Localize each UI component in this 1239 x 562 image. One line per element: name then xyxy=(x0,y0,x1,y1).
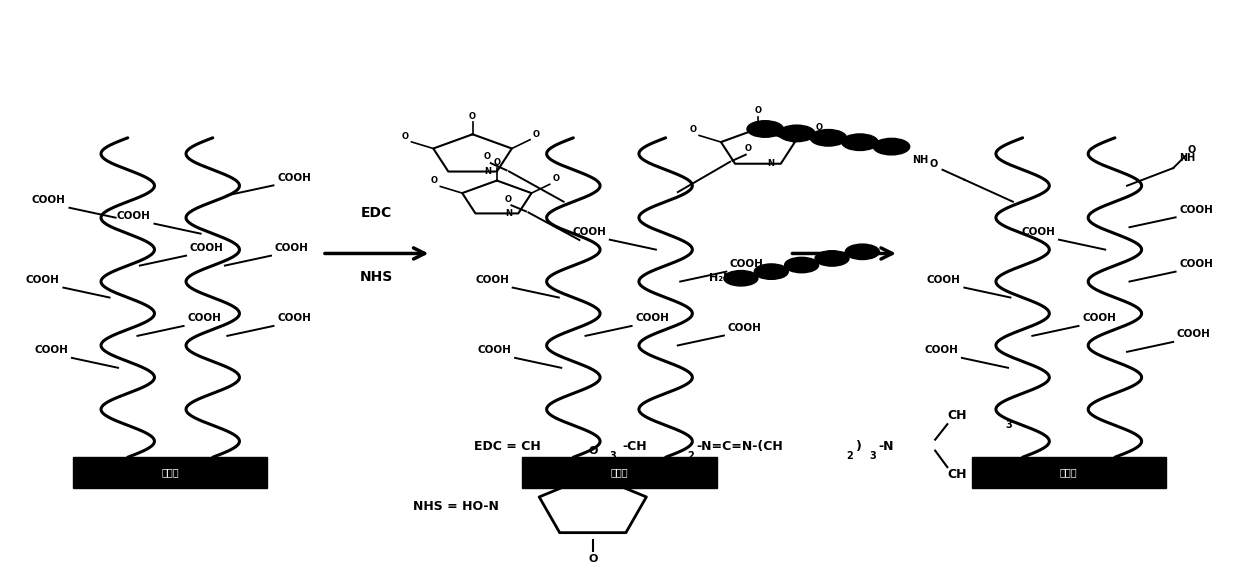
Text: 性硅胶: 性硅胶 xyxy=(1059,468,1078,477)
Text: 性硅胶: 性硅胶 xyxy=(611,468,628,477)
Circle shape xyxy=(810,130,846,146)
Circle shape xyxy=(724,270,758,286)
Bar xyxy=(971,457,1166,487)
Text: O: O xyxy=(401,132,409,141)
Text: -N: -N xyxy=(878,439,893,453)
Text: O: O xyxy=(504,194,512,203)
Text: COOH: COOH xyxy=(275,243,309,253)
Text: O: O xyxy=(755,106,762,115)
Circle shape xyxy=(1228,126,1239,142)
Circle shape xyxy=(784,257,819,273)
Text: O: O xyxy=(929,158,938,169)
Text: 性硅胶: 性硅胶 xyxy=(161,468,180,477)
Text: O: O xyxy=(815,123,823,132)
Text: O: O xyxy=(589,554,597,562)
Text: COOH: COOH xyxy=(477,345,512,355)
Text: COOH: COOH xyxy=(727,323,762,333)
Text: COOH: COOH xyxy=(187,313,221,323)
Text: O: O xyxy=(483,152,491,161)
Text: 3: 3 xyxy=(870,451,876,461)
Text: EDC = CH: EDC = CH xyxy=(473,439,540,453)
Circle shape xyxy=(778,125,815,142)
Text: COOH: COOH xyxy=(1180,259,1213,269)
Circle shape xyxy=(815,251,849,266)
Text: 3: 3 xyxy=(610,451,617,461)
Text: CH: CH xyxy=(948,410,966,423)
Text: NH: NH xyxy=(1180,153,1196,162)
Text: H₂N: H₂N xyxy=(709,273,732,283)
Text: CH: CH xyxy=(948,468,966,482)
Text: COOH: COOH xyxy=(1177,329,1211,339)
Text: O: O xyxy=(470,111,476,120)
Circle shape xyxy=(845,244,880,260)
Text: COOH: COOH xyxy=(278,313,311,323)
Text: COOH: COOH xyxy=(927,275,960,285)
Text: 2: 2 xyxy=(846,451,854,461)
Circle shape xyxy=(755,264,788,279)
Text: NHS: NHS xyxy=(361,270,393,284)
Text: COOH: COOH xyxy=(475,275,509,285)
Text: O: O xyxy=(431,176,437,185)
Text: COOH: COOH xyxy=(26,275,59,285)
Circle shape xyxy=(873,138,909,155)
Text: COOH: COOH xyxy=(572,227,606,237)
Text: N: N xyxy=(506,209,512,218)
Text: O: O xyxy=(1188,145,1196,155)
Text: COOH: COOH xyxy=(35,345,68,355)
Text: COOH: COOH xyxy=(924,345,958,355)
Circle shape xyxy=(841,134,878,151)
Text: COOH: COOH xyxy=(116,211,151,221)
Bar xyxy=(523,457,716,487)
Text: O: O xyxy=(553,174,559,183)
Text: COOH: COOH xyxy=(190,243,223,253)
Text: NH: NH xyxy=(912,155,928,165)
Text: COOH: COOH xyxy=(1082,313,1116,323)
Text: N: N xyxy=(483,167,491,176)
Circle shape xyxy=(747,121,783,137)
Text: 3: 3 xyxy=(1006,479,1012,489)
Text: O: O xyxy=(690,125,696,134)
Text: O: O xyxy=(533,130,539,139)
Text: COOH: COOH xyxy=(278,173,311,183)
Text: NHS = HO-N: NHS = HO-N xyxy=(413,500,499,513)
Text: COOH: COOH xyxy=(32,195,66,205)
Text: 3: 3 xyxy=(1006,420,1012,430)
Text: O: O xyxy=(493,158,501,167)
Bar xyxy=(73,457,268,487)
Text: -N=C=N-(CH: -N=C=N-(CH xyxy=(696,439,783,453)
Text: N: N xyxy=(768,159,774,168)
Text: ): ) xyxy=(856,439,862,453)
Text: COOH: COOH xyxy=(1021,227,1056,237)
Text: O: O xyxy=(745,144,752,153)
Text: -CH: -CH xyxy=(622,439,647,453)
Text: COOH: COOH xyxy=(636,313,669,323)
Text: EDC: EDC xyxy=(361,206,393,220)
Text: COOH: COOH xyxy=(1180,205,1213,215)
Text: COOH: COOH xyxy=(730,259,764,269)
Text: 2: 2 xyxy=(688,451,694,461)
Text: O: O xyxy=(589,446,597,456)
